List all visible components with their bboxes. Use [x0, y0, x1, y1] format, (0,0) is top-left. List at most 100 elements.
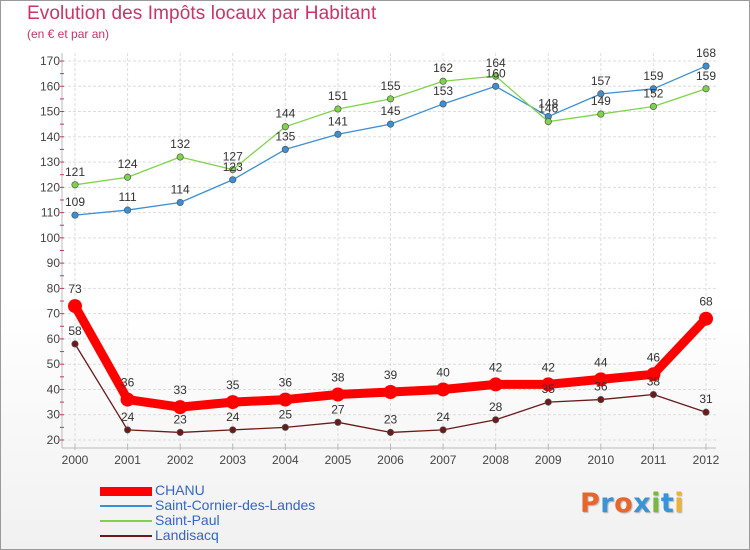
legend-swatch-landisacq [100, 535, 152, 537]
data-label: 31 [699, 392, 713, 406]
data-point [439, 100, 447, 108]
data-point [334, 418, 342, 426]
data-label: 151 [328, 89, 348, 103]
legend-label-saint-paul: Saint-Paul [155, 512, 220, 528]
data-label: 39 [384, 368, 398, 382]
data-label: 145 [380, 104, 400, 118]
data-point [488, 377, 503, 392]
y-tick-label: 40 [47, 382, 61, 396]
legend-item-landisacq[interactable]: Landisacq [100, 527, 360, 544]
x-tick-label: 2007 [430, 453, 457, 467]
data-label: 24 [226, 410, 240, 424]
x-tick-label: 2006 [377, 453, 404, 467]
legend-swatch-saint-paul [100, 520, 152, 522]
y-tick-label: 150 [40, 105, 60, 119]
proxiti-logo: Proxiti [580, 488, 684, 519]
data-label: 35 [542, 382, 556, 396]
x-tick-label: 2010 [587, 453, 614, 467]
data-label: 146 [538, 102, 558, 116]
x-tick-label: 2011 [641, 453, 667, 467]
legend-item-saint-paul[interactable]: Saint-Paul [100, 512, 360, 529]
x-tick-label: 2005 [325, 453, 352, 467]
legend-item-chanu[interactable]: CHANU [100, 482, 360, 499]
data-point [281, 423, 289, 431]
data-point [492, 82, 500, 90]
data-point [124, 426, 132, 434]
data-label: 153 [433, 84, 453, 98]
data-point [176, 153, 184, 161]
data-label: 148 [538, 97, 558, 111]
data-label: 141 [328, 114, 348, 128]
x-tick-label: 2000 [62, 453, 89, 467]
data-label: 114 [171, 182, 190, 196]
data-point [68, 299, 82, 314]
y-tick-label: 160 [40, 79, 60, 93]
y-tick-label: 130 [40, 155, 60, 169]
x-tick-label: 2003 [219, 453, 246, 467]
series-layer [68, 62, 713, 436]
data-label: 36 [279, 376, 293, 390]
data-point [492, 416, 500, 424]
data-label: 162 [433, 61, 453, 75]
data-label: 124 [118, 157, 138, 171]
logo-letter: o [614, 488, 634, 519]
data-label: 157 [591, 74, 611, 88]
data-label: 42 [489, 360, 503, 374]
y-tick-label: 20 [47, 433, 61, 447]
data-label: 132 [170, 137, 190, 151]
data-label: 73 [68, 282, 82, 296]
data-label: 23 [173, 412, 187, 426]
x-tick-label: 2009 [535, 453, 562, 467]
data-label: 35 [226, 378, 240, 392]
data-label: 40 [436, 365, 450, 379]
data-point [278, 392, 293, 407]
data-label: 159 [643, 69, 663, 83]
logo-letter: r [600, 488, 615, 519]
data-point [593, 372, 608, 387]
data-point [597, 396, 605, 404]
data-point [646, 367, 661, 382]
data-point [702, 85, 710, 93]
y-tick-label: 90 [47, 256, 61, 270]
data-label: 24 [436, 410, 450, 424]
data-label: 33 [173, 383, 187, 397]
data-point [436, 382, 451, 397]
data-label: 36 [594, 380, 608, 394]
data-label: 127 [223, 150, 243, 164]
data-label: 44 [594, 355, 608, 369]
data-label: 46 [647, 350, 661, 364]
data-point [702, 62, 710, 70]
logo-letter: t [660, 488, 675, 519]
logo-letter: P [580, 488, 601, 519]
data-point [124, 173, 132, 181]
data-label: 123 [223, 160, 243, 174]
data-point [386, 95, 395, 103]
x-tick-label: 2008 [482, 453, 509, 467]
y-tick-label: 110 [41, 206, 60, 220]
data-point [176, 428, 184, 436]
legend-label-saint-cornier-des-landes: Saint-Cornier-des-Landes [155, 497, 316, 513]
data-label: 27 [331, 402, 345, 416]
data-point [649, 85, 657, 93]
data-label: 164 [486, 56, 506, 70]
data-point [281, 123, 289, 131]
data-point [334, 130, 342, 138]
y-tick-label: 100 [40, 231, 60, 245]
y-tick-label: 60 [47, 332, 61, 346]
legend-item-saint-cornier-des-landes[interactable]: Saint-Cornier-des-Landes [100, 497, 360, 514]
data-point [597, 110, 605, 118]
logo-letter: i [674, 488, 685, 519]
legend-label-landisacq: Landisacq [155, 527, 219, 543]
chart-subtitle: (en € et par an) [27, 27, 110, 41]
y-tick-label: 140 [40, 130, 60, 144]
x-tick-label: 2002 [167, 453, 194, 467]
legend-label-chanu: CHANU [155, 482, 205, 498]
data-point [492, 72, 500, 80]
data-point [229, 426, 237, 434]
x-tick-label: 2001 [114, 453, 141, 467]
data-point [702, 408, 710, 416]
data-point [439, 426, 447, 434]
axis-layer: 20 30 40 50 60 70 80 90 100 110 120 130 140 150 160 170… [40, 53, 720, 467]
data-point [176, 198, 184, 207]
data-label: 168 [696, 46, 716, 60]
